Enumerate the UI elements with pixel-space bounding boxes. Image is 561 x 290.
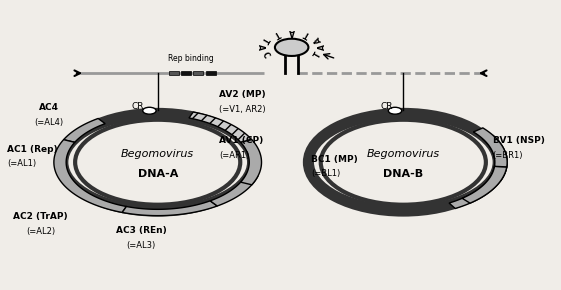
Text: A: A xyxy=(289,27,295,36)
Text: CR: CR xyxy=(132,102,144,110)
Text: AC3 (REn): AC3 (REn) xyxy=(116,226,166,235)
FancyBboxPatch shape xyxy=(181,71,191,75)
Text: (=V1, AR2): (=V1, AR2) xyxy=(219,105,266,114)
Text: (=AL2): (=AL2) xyxy=(26,227,55,236)
FancyBboxPatch shape xyxy=(206,71,216,75)
Text: A: A xyxy=(313,35,324,44)
Text: AC1 (Rep): AC1 (Rep) xyxy=(7,145,58,154)
Text: T: T xyxy=(302,28,311,39)
Text: (=AL3): (=AL3) xyxy=(126,241,155,250)
Text: (=AL1): (=AL1) xyxy=(7,160,36,168)
FancyBboxPatch shape xyxy=(194,71,204,75)
Circle shape xyxy=(388,107,402,114)
Polygon shape xyxy=(449,153,507,209)
Polygon shape xyxy=(473,128,507,167)
Circle shape xyxy=(142,107,156,114)
Text: T: T xyxy=(313,51,324,60)
Text: CR: CR xyxy=(380,102,393,110)
Polygon shape xyxy=(482,135,507,180)
Text: Rep binding: Rep binding xyxy=(168,54,214,63)
Text: (=BL1): (=BL1) xyxy=(311,169,341,178)
Text: AC2 (TrAP): AC2 (TrAP) xyxy=(13,212,68,221)
Text: (=AL4): (=AL4) xyxy=(34,118,63,127)
Text: A: A xyxy=(256,44,265,50)
Text: BC1 (MP): BC1 (MP) xyxy=(311,155,358,164)
Polygon shape xyxy=(189,112,252,142)
Text: DNA-B: DNA-B xyxy=(383,169,424,179)
Text: (=AR1): (=AR1) xyxy=(219,151,250,160)
Circle shape xyxy=(63,113,252,211)
Polygon shape xyxy=(210,174,258,206)
Text: Begomovirus: Begomovirus xyxy=(121,148,194,159)
Text: AC4: AC4 xyxy=(39,103,59,112)
Text: (=BR1): (=BR1) xyxy=(493,151,523,160)
Polygon shape xyxy=(122,201,217,216)
Text: T: T xyxy=(272,28,281,39)
Polygon shape xyxy=(63,119,105,142)
Text: AV1 (CP): AV1 (CP) xyxy=(219,136,263,145)
Text: DNA-A: DNA-A xyxy=(137,169,178,179)
Text: Begomovirus: Begomovirus xyxy=(367,148,440,159)
Polygon shape xyxy=(241,140,261,185)
Polygon shape xyxy=(462,166,507,203)
FancyBboxPatch shape xyxy=(169,71,179,75)
Text: AV2 (MP): AV2 (MP) xyxy=(219,90,266,99)
Polygon shape xyxy=(54,140,126,213)
Text: BV1 (NSP): BV1 (NSP) xyxy=(493,136,545,145)
Text: A: A xyxy=(318,44,327,50)
Text: T: T xyxy=(260,35,270,44)
Text: C: C xyxy=(260,50,270,60)
Circle shape xyxy=(309,113,498,211)
Circle shape xyxy=(275,39,309,56)
